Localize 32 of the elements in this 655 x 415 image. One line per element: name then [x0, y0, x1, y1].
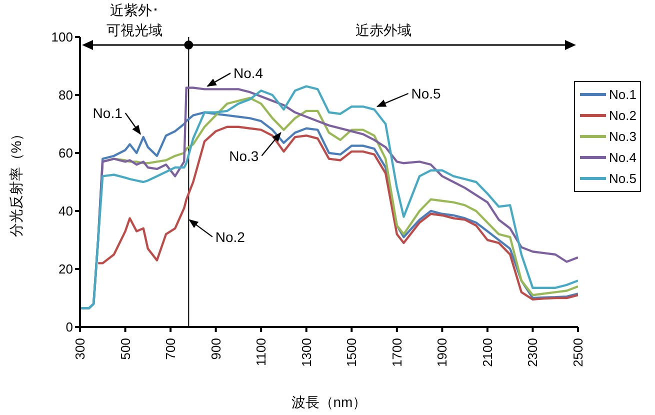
legend-label: No.1: [609, 86, 636, 104]
x-tick-label: 1100: [254, 338, 269, 366]
x-tick-label: 1300: [298, 338, 314, 367]
y-axis-title: 分光反射率（%）: [8, 126, 24, 238]
x-tick-label: 1500: [344, 338, 360, 367]
y-tick-label: 100: [51, 30, 73, 45]
y-tick-label: 60: [58, 146, 73, 161]
x-tick-label: 1700: [389, 338, 404, 367]
y-tick-label: 80: [58, 88, 73, 103]
x-tick-label: 2300: [525, 338, 540, 367]
x-tick-label: 2500: [570, 338, 586, 367]
x-tick-label: 900: [208, 338, 224, 360]
y-tick-label: 0: [66, 320, 73, 335]
x-tick-label: 300: [72, 338, 88, 360]
legend-label: No.2: [609, 107, 636, 125]
x-tick-label: 2100: [480, 338, 495, 367]
legend-label: No.4: [609, 149, 636, 167]
x-tick-label: 700: [163, 338, 178, 360]
y-tick-label: 20: [58, 262, 73, 277]
annotation: No.5: [411, 86, 442, 102]
x-tick-label: 1900: [434, 338, 450, 367]
annotation: No.1: [92, 105, 123, 122]
annotation: No.2: [215, 228, 246, 245]
annotation: 近紫外･可視光域: [105, 1, 164, 40]
annotation: 近赤外域: [355, 21, 412, 40]
annotation: No.3: [229, 148, 259, 164]
legend-label: No.3: [609, 128, 636, 146]
x-tick-label: 500: [118, 338, 133, 360]
y-tick-label: 40: [58, 204, 73, 219]
legend-label: No.5: [609, 170, 636, 188]
annotation: No.4: [234, 65, 264, 82]
x-axis-title: 波長（nm）: [291, 394, 367, 410]
